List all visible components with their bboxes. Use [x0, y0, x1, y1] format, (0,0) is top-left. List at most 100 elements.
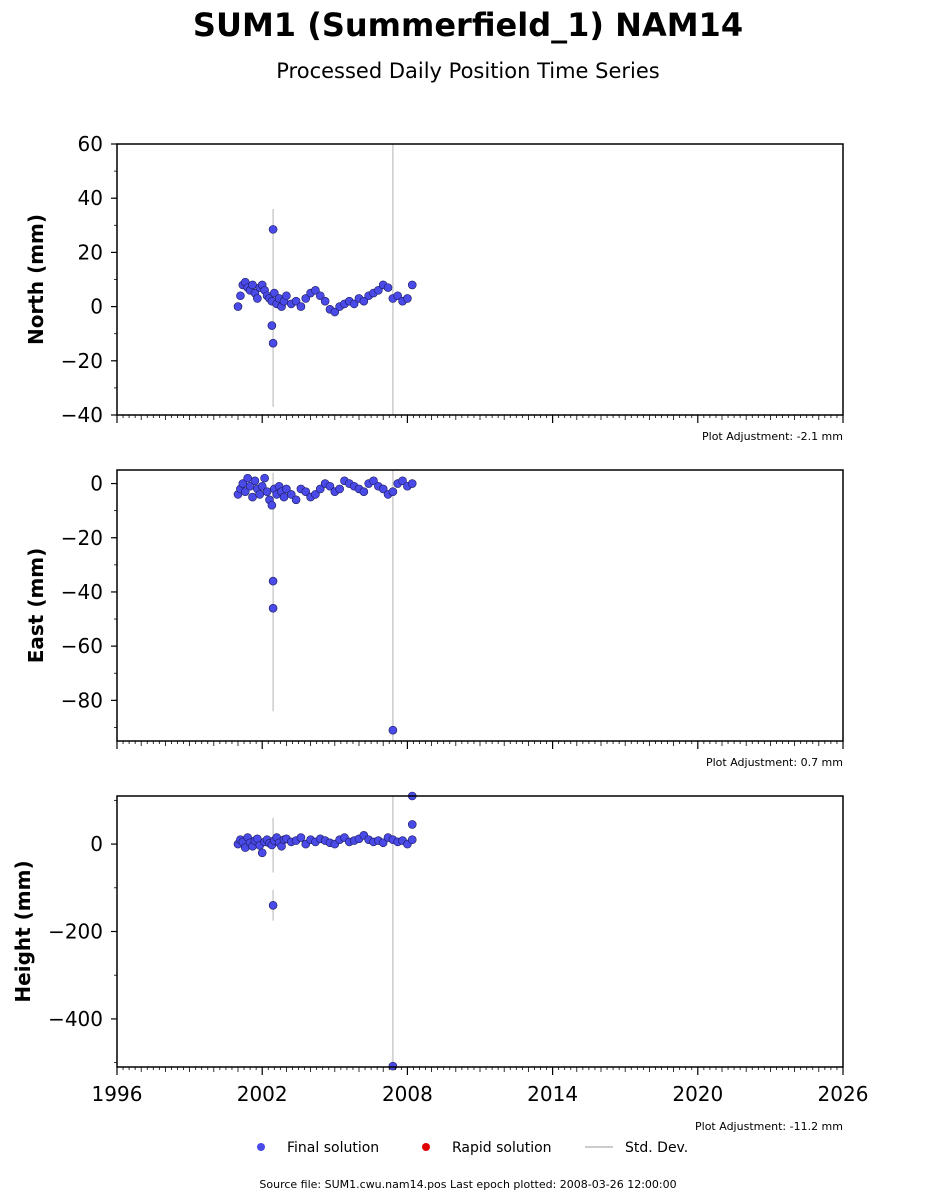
chart-subtitle: Processed Daily Position Time Series [276, 59, 660, 83]
panel-2: 0 −20 −40 −60 −80 East (mm) Plot Adjustment: 0… [24, 469, 844, 769]
data-point [257, 848, 267, 858]
panel-3: 0 −200 −400 Height (mm) Plot Adjustment: -11… [11, 791, 844, 1133]
data-point [388, 487, 398, 496]
data-point [301, 294, 311, 303]
plot-adjustment: Plot Adjustment: -2.1 mm [702, 430, 843, 443]
data-point [296, 302, 306, 311]
data-point [286, 490, 296, 499]
plot-frame [116, 795, 844, 1068]
x-tick-label: 2002 [237, 1082, 288, 1106]
data-point [279, 492, 289, 502]
data-point [236, 291, 245, 301]
legend: Final solution Rapid solution Std. Dev. [257, 1140, 688, 1156]
y-tick-label: −20 [61, 526, 103, 550]
y-tick-label: 20 [78, 240, 103, 264]
y-tick-label: 0 [90, 472, 103, 496]
data-point [255, 490, 265, 499]
y-axis-label: North (mm) [24, 214, 48, 345]
data-point [315, 484, 325, 494]
data-point [250, 476, 260, 486]
plot-adjustment: Plot Adjustment: -11.2 mm [695, 1120, 843, 1133]
data-point [378, 838, 388, 848]
data-point [269, 288, 279, 298]
data-point [257, 481, 267, 491]
data-point [282, 484, 291, 494]
data-point [335, 484, 344, 494]
y-tick-label: 60 [78, 132, 103, 156]
data-point [398, 476, 407, 486]
data-point [403, 294, 412, 303]
data-point [243, 473, 252, 483]
data-point [378, 484, 388, 494]
y-axis-label: Height (mm) [11, 860, 35, 1002]
y-tick-label: −200 [48, 920, 103, 944]
data-point [388, 1061, 398, 1071]
data-point [248, 280, 257, 290]
data-point [311, 286, 320, 295]
footer-source: Source file: SUM1.cwu.nam14.pos Last epo… [259, 1178, 676, 1191]
legend-rapid-label: Rapid solution [452, 1140, 552, 1156]
data-point [291, 296, 301, 306]
legend-final-label: Final solution [287, 1140, 379, 1156]
x-tick-label: 2026 [818, 1082, 869, 1106]
data-point [374, 286, 383, 295]
data-point [407, 280, 417, 290]
y-tick-label: −60 [61, 634, 103, 658]
data-point [320, 296, 330, 306]
y-tick-label: −80 [61, 688, 103, 712]
data-point [267, 500, 277, 510]
data-point [311, 490, 320, 499]
data-point [268, 603, 278, 613]
plot-adjustment: Plot Adjustment: 0.7 mm [706, 756, 843, 769]
data-point [301, 487, 311, 496]
panels: 60 40 20 0 −20 −40 North (mm) Plot Adjustment: … [11, 132, 868, 1133]
chart-title: SUM1 (Summerfield_1) NAM14 [193, 6, 743, 44]
data-point [330, 307, 340, 317]
legend-std-label: Std. Dev. [625, 1140, 688, 1156]
data-point [267, 321, 277, 330]
data-point [282, 291, 291, 301]
legend-final-marker [257, 1143, 265, 1151]
data-point [349, 299, 359, 309]
plot-frame [116, 143, 844, 416]
data-point [268, 225, 278, 234]
data-point [359, 296, 369, 306]
y-tick-label: 40 [78, 186, 103, 210]
data-point [359, 487, 369, 496]
y-tick-label: 0 [90, 832, 103, 856]
data-point [388, 725, 398, 735]
y-tick-label: 0 [90, 295, 103, 319]
data-point [268, 576, 278, 586]
x-tick-label: 2014 [527, 1082, 578, 1106]
data-point [248, 492, 257, 502]
x-tick-label: 2020 [672, 1082, 723, 1106]
data-point [253, 294, 262, 303]
data-point [407, 820, 417, 829]
data-point [260, 473, 269, 483]
data-point [296, 833, 306, 842]
data-point [240, 487, 250, 496]
data-point [383, 283, 393, 292]
y-tick-label: −400 [48, 1007, 103, 1031]
y-tick-label: −40 [61, 580, 103, 604]
data-point [268, 900, 278, 910]
y-tick-label: −20 [61, 349, 103, 373]
legend-rapid-marker [422, 1143, 430, 1151]
y-tick-label: −40 [61, 403, 103, 427]
y-axis-label: East (mm) [24, 548, 48, 664]
x-tick-label: 1996 [92, 1082, 143, 1106]
data-point [369, 476, 378, 486]
data-point [407, 479, 417, 488]
data-point [268, 338, 278, 348]
data-point [291, 495, 301, 505]
plot-frame [116, 469, 844, 742]
data-point [262, 487, 272, 496]
data-point [407, 835, 417, 845]
x-tick-label: 2008 [382, 1082, 433, 1106]
panel-1: 60 40 20 0 −20 −40 North (mm) Plot Adjustment: … [24, 132, 844, 443]
data-point [315, 291, 325, 301]
data-point [325, 481, 335, 491]
data-point [233, 302, 243, 311]
data-point [393, 291, 403, 301]
